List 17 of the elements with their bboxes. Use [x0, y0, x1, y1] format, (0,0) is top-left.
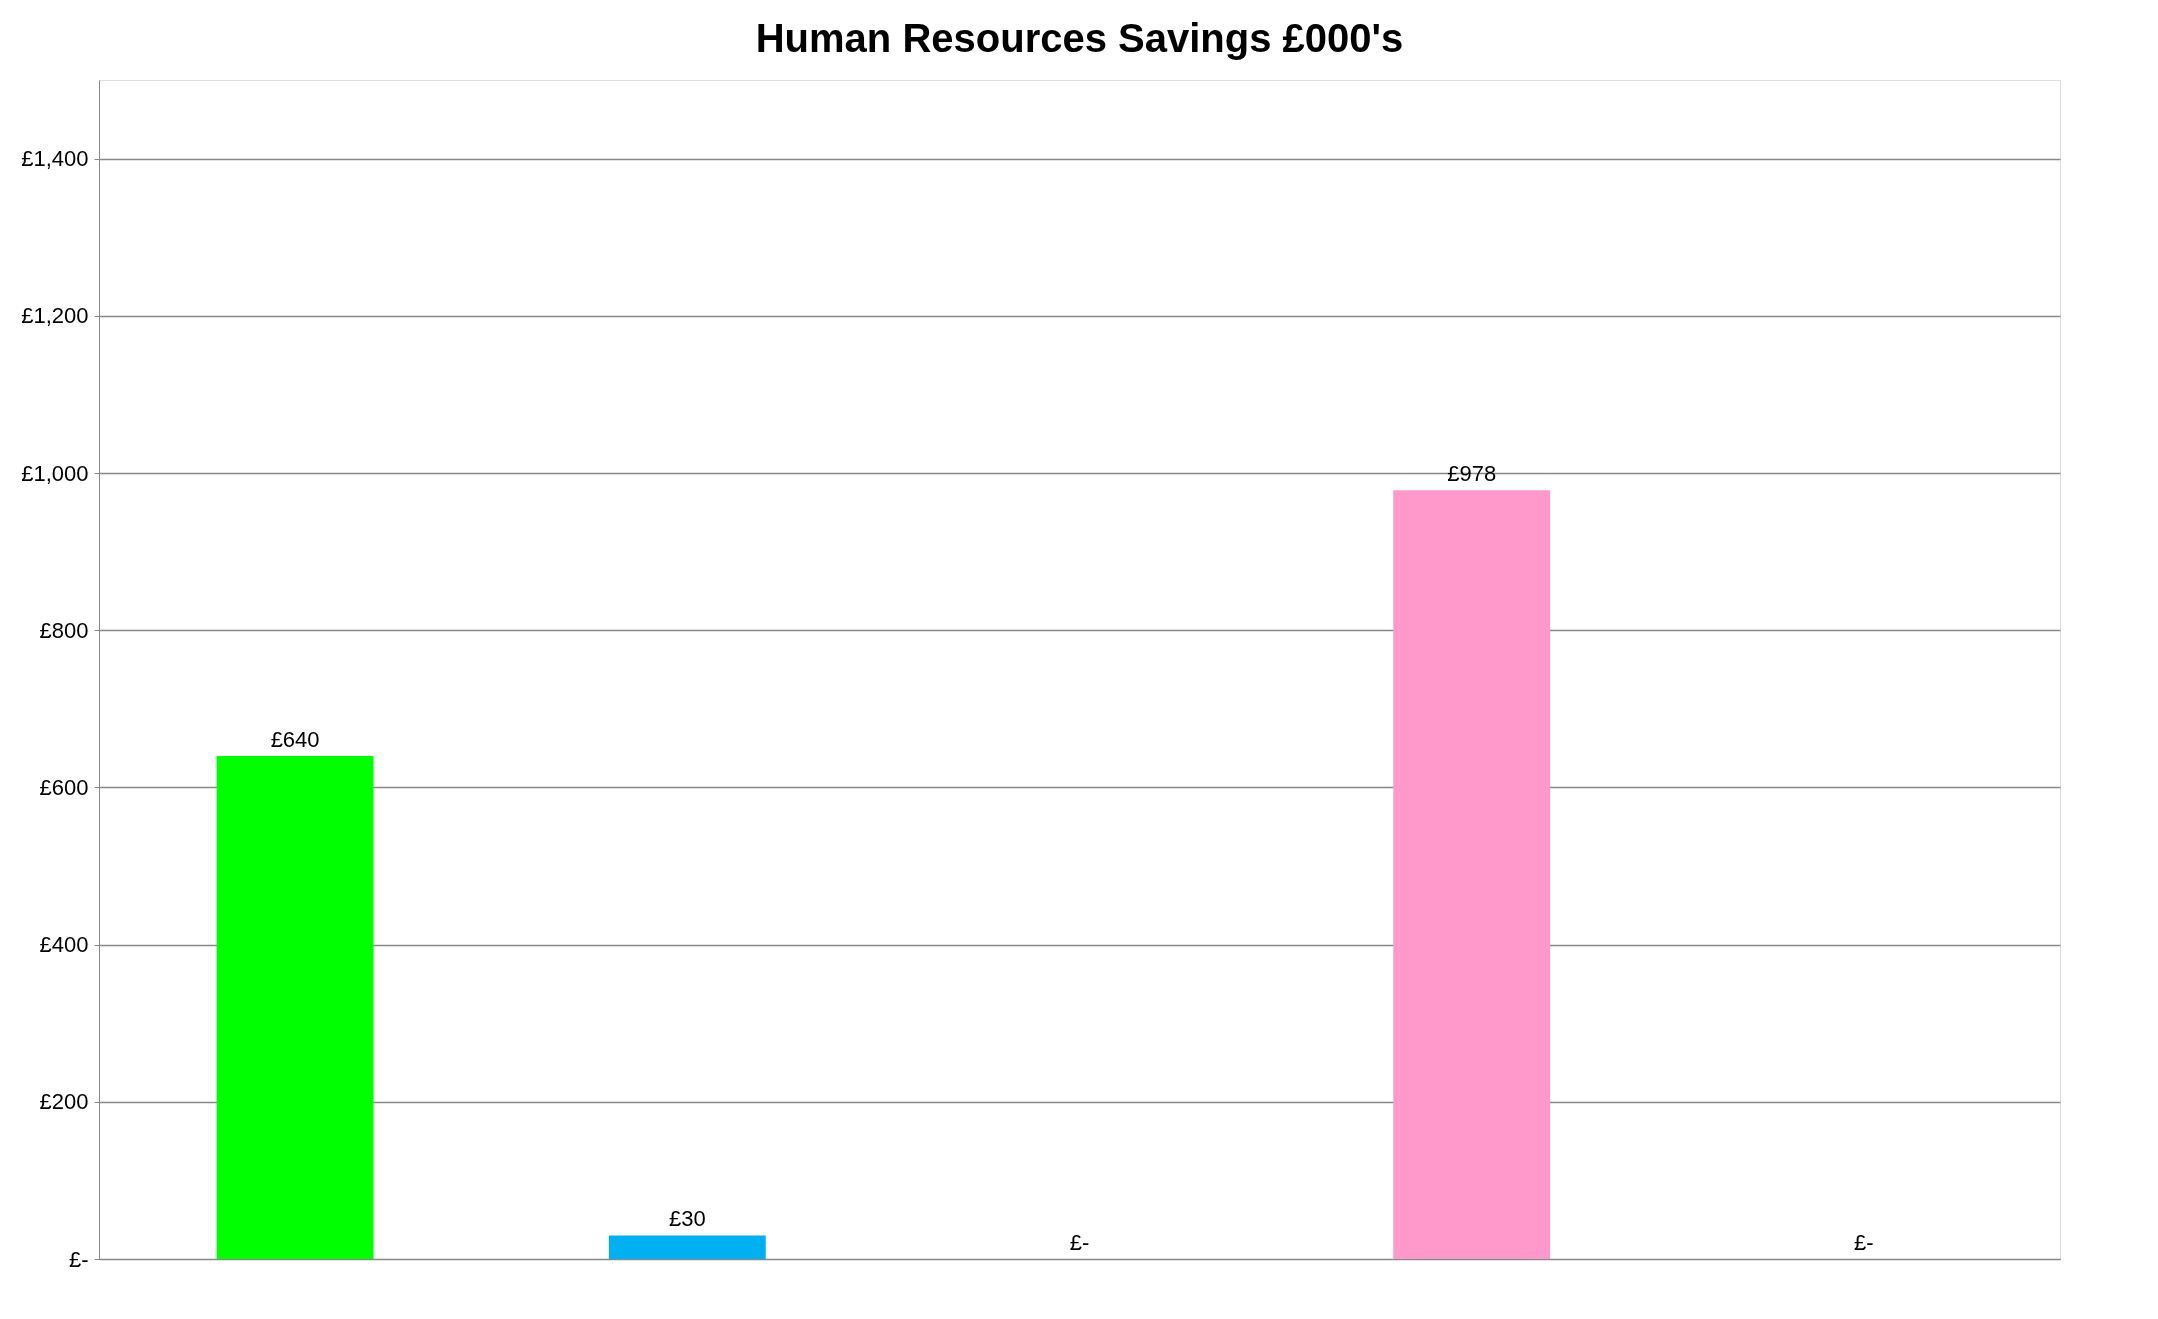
y-tick-label: £1,400 [21, 146, 89, 172]
y-tick-label: £200 [39, 1089, 89, 1115]
y-tick-label: £400 [39, 932, 89, 958]
data-label: £- [1854, 1230, 1874, 1255]
y-tick-label: £1,000 [21, 460, 89, 486]
data-label: £978 [1447, 461, 1497, 487]
y-tick-label: £600 [39, 774, 89, 800]
bar [1393, 490, 1551, 1259]
y-tick-label: £800 [39, 617, 89, 643]
data-label: £30 [668, 1206, 706, 1232]
y-tick-label: £1,200 [21, 303, 89, 329]
data-label: £- [1069, 1230, 1090, 1255]
y-tick-label: £- [68, 1246, 89, 1272]
bar [216, 755, 374, 1259]
bar [608, 1235, 766, 1259]
data-label: £640 [270, 726, 320, 752]
chart-title: Human Resources Savings £000's [755, 16, 1404, 60]
